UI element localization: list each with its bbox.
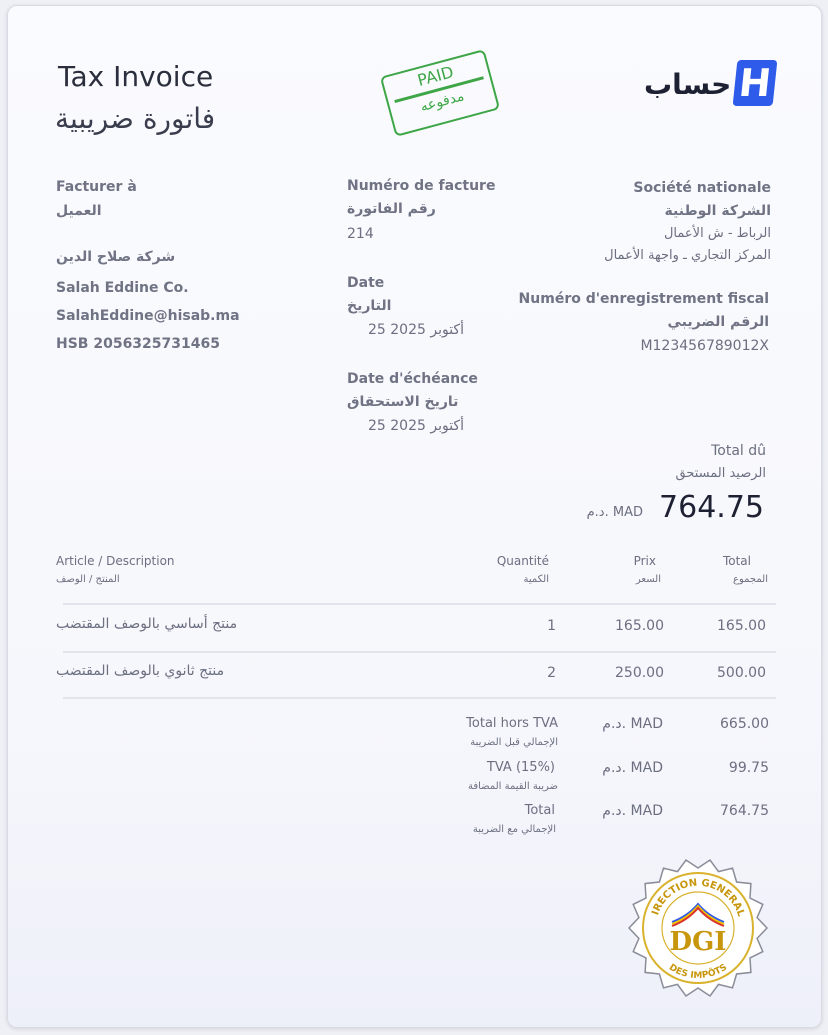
total-due-currency: د.م. MAD — [586, 505, 643, 520]
client-tax-id: HSB 2056325731465 — [56, 336, 220, 352]
summary-label-fr: Total hors TVA — [466, 716, 558, 731]
invoice-number-label-ar: رقم الفاتورة — [347, 201, 436, 217]
divider — [63, 651, 776, 653]
summary-label-fr: TVA (15%) — [486, 760, 555, 775]
invoice-date: 25 أكتوبر 2025 — [368, 322, 464, 338]
row-description: منتج أساسي بالوصف المقتضب — [56, 616, 238, 632]
due-label-ar: تاريخ الاستحقاق — [347, 394, 459, 410]
due-label-fr: Date d'échéance — [347, 371, 478, 387]
client-email: SalahEddine@hisab.ma — [56, 308, 240, 324]
col-total-ar: المجموع — [733, 574, 768, 585]
summary-label-ar: الإجمالي مع الضريبة — [472, 824, 556, 835]
paid-stamp: PAID مدفوعه — [379, 49, 501, 137]
seal-center-text: DGI — [670, 927, 727, 957]
fiscal-id: M123456789012X — [640, 338, 769, 354]
title-en: Tax Invoice — [58, 60, 214, 93]
row-quantity: 2 — [547, 665, 556, 681]
fiscal-label-ar: الرقم الضريبي — [667, 314, 769, 330]
divider — [63, 697, 776, 699]
title-ar: فاتورة ضريبية — [55, 102, 216, 135]
summary-currency: د.م. MAD — [602, 803, 663, 819]
total-due-label-ar: الرصيد المستحق — [675, 466, 766, 481]
summary-currency: د.م. MAD — [602, 716, 663, 732]
summary-currency: د.م. MAD — [602, 760, 663, 776]
seller-address-1: الرباط - ش الأعمال — [663, 226, 771, 241]
summary-label-fr: Total — [524, 803, 555, 818]
col-description-ar: المنتج / الوصف — [56, 574, 120, 585]
row-price: 250.00 — [615, 665, 664, 681]
bill-to-label-ar: العميل — [56, 203, 102, 219]
row-quantity: 1 — [547, 618, 556, 634]
col-quantity-ar: الكمية — [523, 574, 549, 585]
col-price-ar: السعر — [635, 574, 661, 585]
col-total-fr: Total — [722, 554, 751, 568]
client-company-ar: شركة صلاح الدين — [56, 249, 176, 265]
logo-h-icon: H — [732, 60, 778, 106]
invoice-number: 214 — [347, 226, 374, 242]
col-description-fr: Article / Description — [56, 554, 175, 568]
date-label-ar: التاريخ — [347, 298, 392, 314]
divider — [63, 603, 776, 605]
summary-amount: 99.75 — [728, 760, 769, 776]
seller-name-fr: Société nationale — [633, 180, 771, 196]
seller-address-2: المركز التجاري ـ واجهة الأعمال — [604, 248, 771, 263]
summary-amount: 764.75 — [720, 803, 769, 819]
bill-to-label-fr: Facturer à — [56, 179, 137, 195]
client-company-en: Salah Eddine Co. — [56, 280, 189, 296]
row-description: منتج ثانوي بالوصف المقتضب — [56, 663, 225, 679]
invoice-number-label-fr: Numéro de facture — [347, 178, 496, 194]
summary-label-ar: ضريبة القيمة المضافة — [467, 781, 558, 792]
dgi-seal: DIRECTION GENERALE DES IMPÔTS DGI — [624, 850, 769, 998]
row-price: 165.00 — [615, 618, 664, 634]
row-total: 165.00 — [717, 618, 766, 634]
invoice-card: Tax Invoice فاتورة ضريبية PAID مدفوعه حس… — [7, 5, 822, 1028]
summary-amount: 665.00 — [720, 716, 769, 732]
due-date: 25 أكتوبر 2025 — [368, 418, 464, 434]
date-label-fr: Date — [347, 275, 385, 291]
col-price-fr: Prix — [633, 554, 656, 568]
col-quantity-fr: Quantité — [496, 554, 549, 568]
summary-label-ar: الإجمالي قبل الضريبة — [470, 737, 558, 748]
logo-text: حساب — [644, 68, 732, 101]
fiscal-label-fr: Numéro d'enregistrement fiscal — [518, 291, 769, 307]
total-due-amount: 764.75 — [659, 490, 764, 525]
row-total: 500.00 — [717, 665, 766, 681]
total-due-label-fr: Total dû — [711, 443, 766, 459]
seal-badge-icon: DIRECTION GENERALE DES IMPÔTS DGI — [624, 850, 769, 998]
seller-name-ar: الشركة الوطنية — [664, 203, 771, 219]
